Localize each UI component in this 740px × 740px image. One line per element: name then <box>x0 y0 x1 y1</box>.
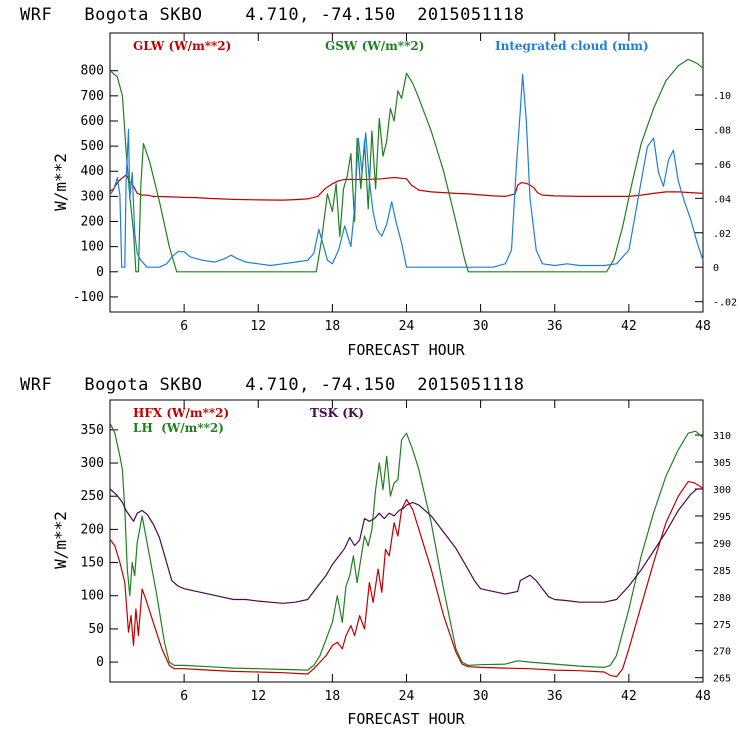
legend-glw: GLW (W/m**2) <box>133 39 231 53</box>
y-tick-label: -100 <box>73 290 104 305</box>
series-line-hfx <box>109 481 704 678</box>
y-tick-label: 500 <box>81 139 104 154</box>
y2-tick-label: .06 <box>713 160 731 171</box>
y-tick-label: 150 <box>81 556 104 571</box>
series-lines <box>109 58 704 273</box>
y-tick-label: 800 <box>81 64 104 79</box>
chart-top: WRF Bogota SKBO 4.710, -74.150 201505111… <box>20 5 737 359</box>
y2-tick-label: 310 <box>713 431 731 442</box>
x-axis-label: FORECAST HOUR <box>347 341 465 359</box>
y-axis-ticks: 0 50 100 150 200 250 300 350 <box>81 423 118 670</box>
y2-tick-label: 285 <box>713 566 731 577</box>
y2-tick-label: .10 <box>713 91 731 102</box>
y-axis-label: W/m**2 <box>51 511 70 569</box>
y2-tick-label: 0 <box>713 263 719 274</box>
x-axis-ticks: 6 12 18 24 30 36 42 48 <box>180 400 711 704</box>
x-tick-label: 48 <box>695 689 711 704</box>
series-line-gsw <box>109 58 704 273</box>
y-tick-label: 400 <box>81 164 104 179</box>
y-tick-label: 0 <box>96 655 104 670</box>
y-tick-label: 100 <box>81 589 104 604</box>
y2-tick-label: 305 <box>713 458 731 469</box>
x-tick-label: 36 <box>547 689 563 704</box>
x-tick-label: 30 <box>473 319 489 334</box>
x-tick-label: 42 <box>621 319 637 334</box>
x-tick-label: 6 <box>180 319 188 334</box>
x-tick-label: 12 <box>250 319 266 334</box>
chart-title: WRF Bogota SKBO 4.710, -74.150 201505111… <box>20 375 525 395</box>
series-line-glw <box>109 174 704 201</box>
x-tick-label: 24 <box>399 689 415 704</box>
y-axis-ticks: -100 0 100 200 300 400 500 600 700 800 <box>73 64 118 305</box>
y-tick-label: 300 <box>81 189 104 204</box>
chart-bottom: WRF Bogota SKBO 4.710, -74.150 201505111… <box>20 375 731 728</box>
y2-tick-label: 295 <box>713 512 731 523</box>
x-tick-label: 18 <box>325 689 341 704</box>
series-line-lh <box>109 422 704 671</box>
series-line-integrated-cloud <box>109 73 704 268</box>
x-tick-label: 36 <box>547 319 563 334</box>
y2-tick-label: .08 <box>713 125 731 136</box>
y2-tick-label: -.02 <box>713 298 737 309</box>
series-line-tsk <box>109 488 703 604</box>
x-tick-label: 12 <box>250 689 266 704</box>
y2-axis-ticks: -.02 0 .02 .04 .06 .08 .10 <box>695 91 737 309</box>
y2-tick-label: 290 <box>713 539 731 550</box>
y2-tick-label: .02 <box>713 229 731 240</box>
x-axis-ticks: 6 12 18 24 30 36 42 48 <box>180 33 711 334</box>
y-tick-label: 100 <box>81 240 104 255</box>
y2-tick-label: 265 <box>713 674 731 685</box>
y2-tick-label: 275 <box>713 620 731 631</box>
y-tick-label: 250 <box>81 489 104 504</box>
chart-title: WRF Bogota SKBO 4.710, -74.150 201505111… <box>20 5 525 25</box>
y2-tick-label: 270 <box>713 647 731 658</box>
series-lines <box>109 422 704 678</box>
y2-tick-label: .04 <box>713 194 731 205</box>
y-tick-label: 600 <box>81 114 104 129</box>
legend-tsk: TSK (K) <box>310 406 364 420</box>
y-tick-label: 350 <box>81 423 104 438</box>
x-tick-label: 48 <box>695 319 711 334</box>
legend-hfx: HFX (W/m**2) <box>133 406 229 420</box>
x-tick-label: 24 <box>399 319 415 334</box>
y-tick-label: 0 <box>96 265 104 280</box>
legend-gsw: GSW (W/m**2) <box>325 39 424 53</box>
y-tick-label: 50 <box>88 622 104 637</box>
x-tick-label: 42 <box>621 689 637 704</box>
y-tick-label: 200 <box>81 522 104 537</box>
y-tick-label: 200 <box>81 215 104 230</box>
x-tick-label: 30 <box>473 689 489 704</box>
legend-lh: LH (W/m**2) <box>133 421 224 435</box>
y-tick-label: 300 <box>81 456 104 471</box>
x-axis-label: FORECAST HOUR <box>347 710 465 728</box>
y2-tick-label: 280 <box>713 593 731 604</box>
y-axis-label: W/m**2 <box>51 153 70 211</box>
y2-tick-label: 300 <box>713 485 731 496</box>
legend-cloud: Integrated cloud (mm) <box>495 39 649 53</box>
x-tick-label: 6 <box>180 689 188 704</box>
y-tick-label: 700 <box>81 89 104 104</box>
x-tick-label: 18 <box>325 319 341 334</box>
